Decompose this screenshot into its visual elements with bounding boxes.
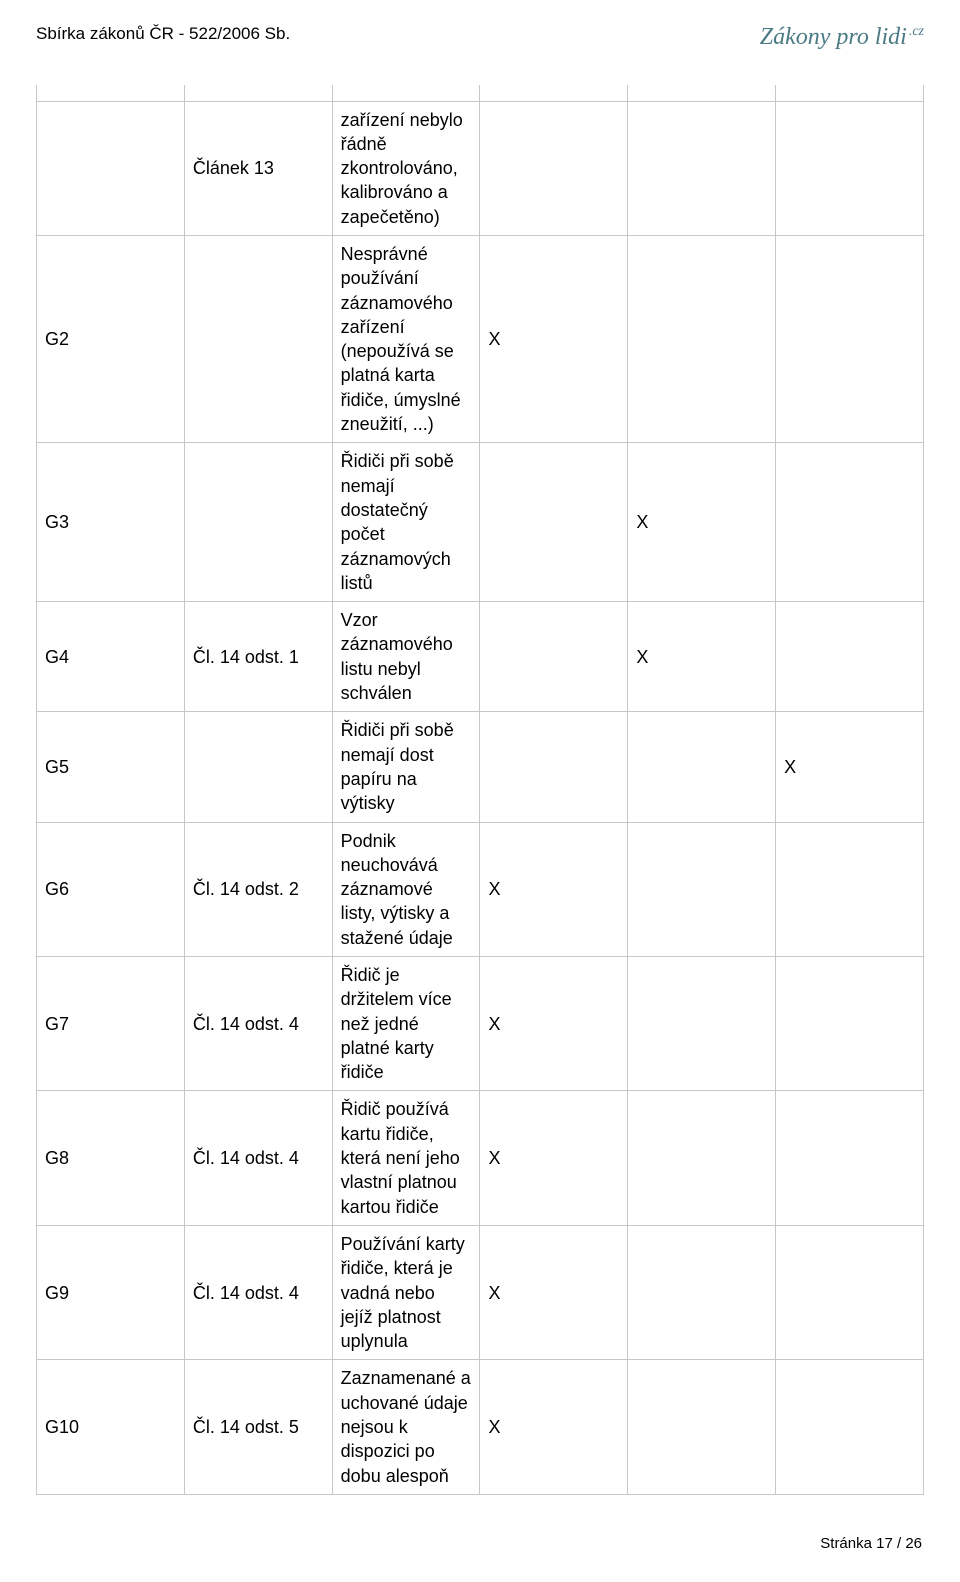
cell-mark — [776, 602, 924, 712]
cell-mark: X — [628, 602, 776, 712]
table-spacer-cell — [628, 85, 776, 101]
cell-mark — [628, 822, 776, 956]
cell-reference — [184, 712, 332, 822]
cell-mark: X — [628, 443, 776, 602]
table-row: G9Čl. 14 odst. 4Používání karty řidiče, … — [37, 1225, 924, 1359]
table-spacer-cell — [184, 85, 332, 101]
cell-code: G6 — [37, 822, 185, 956]
cell-description: Řidiči při sobě nemají dost papíru na vý… — [332, 712, 480, 822]
table-row: G4Čl. 14 odst. 1Vzor záznamového listu n… — [37, 602, 924, 712]
cell-code: G4 — [37, 602, 185, 712]
brand-logo: Zákony pro lidi.cz — [760, 24, 924, 51]
cell-description: Zaznamenané a uchované údaje nejsou k di… — [332, 1360, 480, 1494]
cell-mark — [776, 101, 924, 235]
cell-mark — [776, 235, 924, 442]
table-row: G6Čl. 14 odst. 2Podnik neuchovává záznam… — [37, 822, 924, 956]
cell-mark — [628, 1360, 776, 1494]
law-table-body: Článek 13zařízení nebylo řádně zkontrolo… — [37, 85, 924, 1494]
table-row: Článek 13zařízení nebylo řádně zkontrolo… — [37, 101, 924, 235]
table-spacer-cell — [332, 85, 480, 101]
cell-code: G9 — [37, 1225, 185, 1359]
cell-description: Vzor záznamového listu nebyl schválen — [332, 602, 480, 712]
cell-mark: X — [480, 1091, 628, 1225]
cell-mark — [776, 957, 924, 1091]
cell-mark: X — [776, 712, 924, 822]
cell-mark — [480, 712, 628, 822]
cell-code: G7 — [37, 957, 185, 1091]
cell-reference: Čl. 14 odst. 4 — [184, 1225, 332, 1359]
cell-mark — [480, 443, 628, 602]
table-spacer-cell — [37, 85, 185, 101]
cell-mark — [628, 101, 776, 235]
table-row: G10Čl. 14 odst. 5Zaznamenané a uchované … — [37, 1360, 924, 1494]
cell-mark — [628, 235, 776, 442]
page-header: Sbírka zákonů ČR - 522/2006 Sb. Zákony p… — [36, 24, 924, 51]
cell-description: Řidič používá kartu řidiče, která není j… — [332, 1091, 480, 1225]
cell-reference: Čl. 14 odst. 5 — [184, 1360, 332, 1494]
cell-mark — [628, 1091, 776, 1225]
cell-description: Řidiči při sobě nemají dostatečný počet … — [332, 443, 480, 602]
cell-mark — [628, 957, 776, 1091]
brand-suffix: .cz — [909, 24, 924, 39]
table-row: G3 Řidiči při sobě nemají dostatečný poče… — [37, 443, 924, 602]
cell-mark — [480, 602, 628, 712]
cell-description: Podnik neuchovává záznamové listy, výtis… — [332, 822, 480, 956]
table-row: G8Čl. 14 odst. 4Řidič používá kartu řidi… — [37, 1091, 924, 1225]
cell-mark — [628, 1225, 776, 1359]
cell-mark — [776, 1091, 924, 1225]
cell-reference: Článek 13 — [184, 101, 332, 235]
table-row: G5 Řidiči při sobě nemají dost papíru na … — [37, 712, 924, 822]
cell-code: G2 — [37, 235, 185, 442]
table-spacer — [37, 85, 924, 101]
cell-mark — [628, 712, 776, 822]
cell-code: G10 — [37, 1360, 185, 1494]
cell-code — [37, 101, 185, 235]
table-spacer-cell — [776, 85, 924, 101]
cell-reference — [184, 443, 332, 602]
cell-reference: Čl. 14 odst. 4 — [184, 957, 332, 1091]
cell-description: Řidič je držitelem více než jedné platné… — [332, 957, 480, 1091]
cell-mark — [776, 1360, 924, 1494]
cell-reference: Čl. 14 odst. 1 — [184, 602, 332, 712]
cell-code: G8 — [37, 1091, 185, 1225]
cell-mark — [480, 101, 628, 235]
cell-mark — [776, 443, 924, 602]
document-reference: Sbírka zákonů ČR - 522/2006 Sb. — [36, 24, 290, 44]
cell-mark: X — [480, 957, 628, 1091]
cell-description: zařízení nebylo řádně zkontrolováno, kal… — [332, 101, 480, 235]
cell-reference: Čl. 14 odst. 2 — [184, 822, 332, 956]
brand-main-text: Zákony pro lidi — [760, 24, 907, 50]
table-row: G2 Nesprávné používání záznamového zaříze… — [37, 235, 924, 442]
cell-mark: X — [480, 235, 628, 442]
table-row: G7Čl. 14 odst. 4Řidič je držitelem více … — [37, 957, 924, 1091]
cell-reference: Čl. 14 odst. 4 — [184, 1091, 332, 1225]
cell-mark: X — [480, 822, 628, 956]
cell-reference — [184, 235, 332, 442]
cell-code: G3 — [37, 443, 185, 602]
cell-mark — [776, 1225, 924, 1359]
cell-mark: X — [480, 1225, 628, 1359]
table-spacer-cell — [480, 85, 628, 101]
page-footer: Stránka 17 / 26 — [36, 1535, 924, 1552]
cell-mark: X — [480, 1360, 628, 1494]
cell-description: Nesprávné používání záznamového zařízení… — [332, 235, 480, 442]
law-table: Článek 13zařízení nebylo řádně zkontrolo… — [36, 85, 924, 1495]
cell-code: G5 — [37, 712, 185, 822]
cell-description: Používání karty řidiče, která je vadná n… — [332, 1225, 480, 1359]
page-number: Stránka 17 / 26 — [820, 1535, 922, 1552]
cell-mark — [776, 822, 924, 956]
page-container: Sbírka zákonů ČR - 522/2006 Sb. Zákony p… — [0, 0, 960, 1582]
